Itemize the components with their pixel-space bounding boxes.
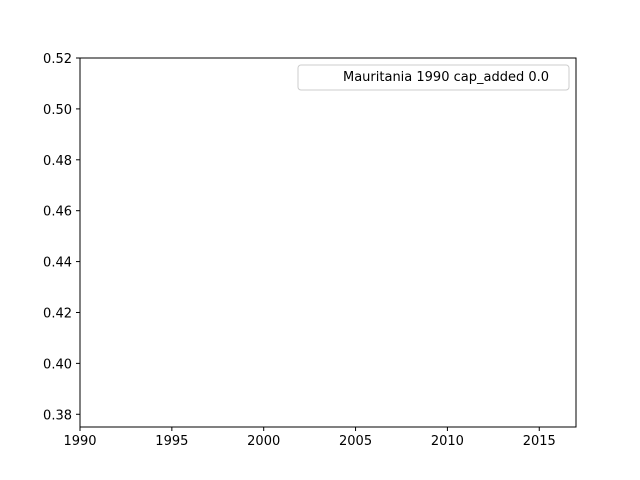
x-tick-label: 2010 — [431, 434, 464, 449]
y-tick-label: 0.44 — [43, 256, 72, 271]
legend-entry-label: Mauritania 1990 cap_added 0.0 — [343, 70, 549, 85]
plot-area — [80, 58, 576, 427]
x-tick-label: 1990 — [63, 434, 96, 449]
x-tick-label: 2015 — [523, 434, 556, 449]
y-tick-label: 0.38 — [43, 408, 72, 423]
plot-frame — [79, 57, 577, 428]
x-tick-label: 2005 — [339, 434, 372, 449]
x-tick-label: 2000 — [247, 434, 280, 449]
y-tick-label: 0.40 — [43, 357, 72, 372]
legend-box — [297, 64, 570, 91]
y-axis: 0.38 0.40 0.42 0.44 0.46 0.48 0.50 0.52 — [43, 52, 80, 423]
y-tick-label: 0.42 — [43, 306, 72, 321]
y-tick-label: 0.52 — [43, 52, 72, 67]
x-tick-label: 1995 — [155, 434, 188, 449]
y-tick-label: 0.48 — [43, 154, 72, 169]
legend: Mauritania 1990 cap_added 0.0 — [297, 64, 570, 91]
x-axis: 1990 1995 2000 2005 2010 2015 — [63, 427, 556, 449]
y-tick-label: 0.50 — [43, 103, 72, 118]
y-tick-label: 0.46 — [43, 205, 72, 220]
